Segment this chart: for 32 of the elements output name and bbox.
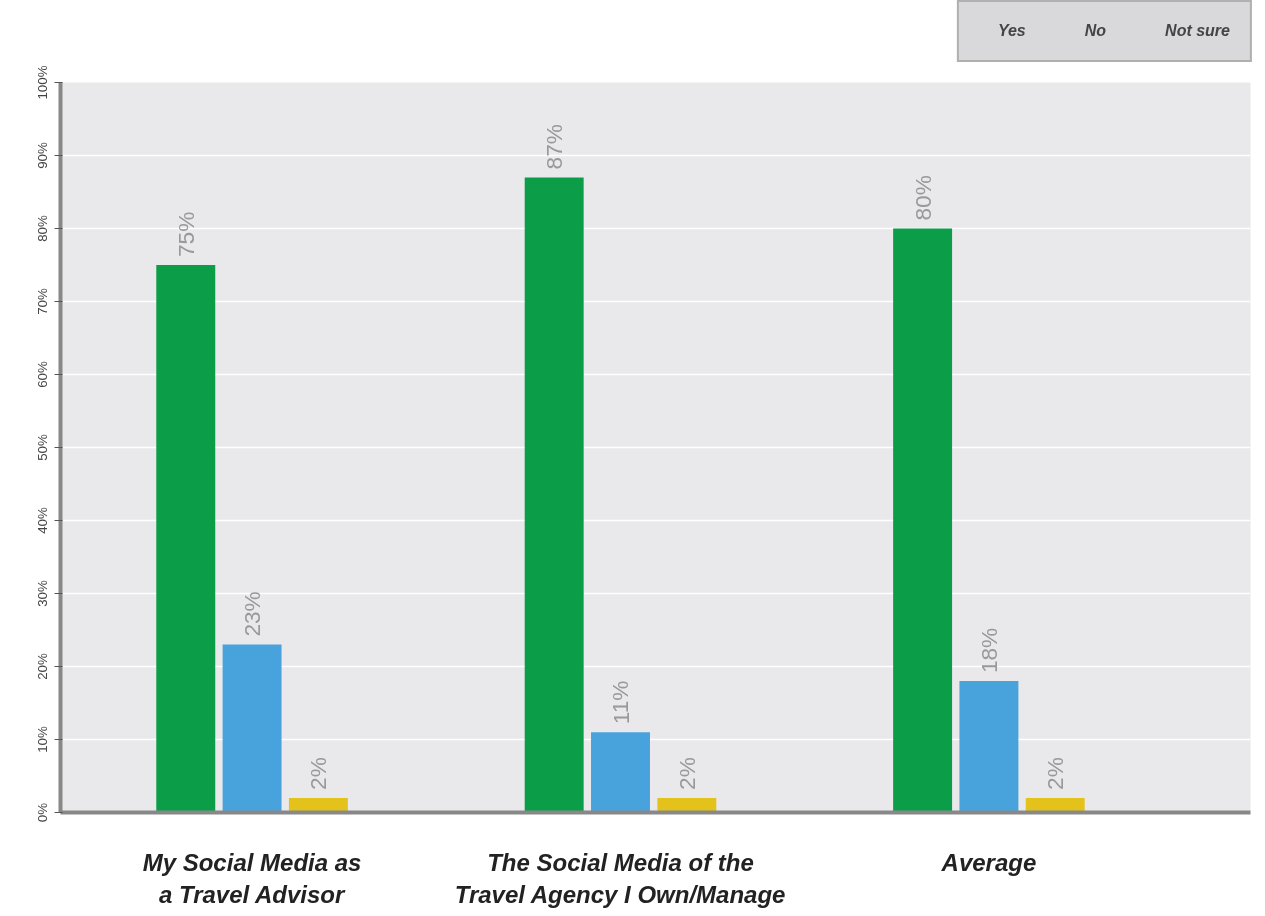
data-label: 87% [541,124,568,170]
data-label: 2% [305,757,332,790]
bar [893,228,953,813]
bar [156,265,216,813]
y-tick-label: 20% [34,653,50,680]
y-tick-label: 0% [34,802,50,823]
data-label: 11% [607,680,634,725]
y-tick-label: 50% [34,434,50,461]
y-tick-label: 30% [34,580,50,607]
data-label: 2% [673,757,700,790]
y-tick-label: 60% [34,361,50,388]
y-tick-label: 100% [34,65,50,100]
y-tick-label: 10% [34,726,50,753]
y-tick-label: 70% [34,288,50,315]
bar [222,644,282,813]
text: Not sure [1165,22,1230,40]
data-label: 18% [975,627,1002,674]
data-label: 75% [172,211,199,257]
x-tick-label: The Social Media of the Travel Agency I Own/Manage [454,848,786,908]
bar [959,681,1019,813]
bar [591,732,650,813]
text: No [1084,22,1107,40]
y-tick-label: 40% [34,507,50,534]
text: Yes [997,22,1026,40]
data-label: 80% [909,175,936,221]
y-tick-label: 80% [34,215,50,242]
y-tick-label: 90% [34,142,50,169]
data-label: 23% [239,591,266,637]
x-tick-label: My Social Media as a Travel Advisor [142,848,362,908]
x-tick-label: Average [940,848,1037,876]
data-label: 2% [1042,757,1069,790]
bar [524,177,584,813]
